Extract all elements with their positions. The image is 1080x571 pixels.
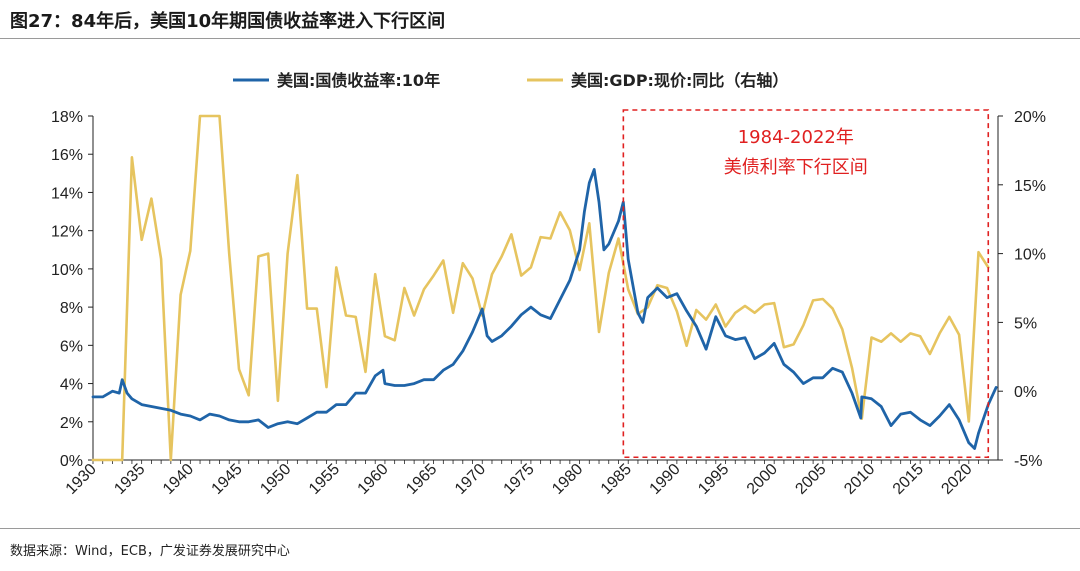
right-tick-label: 0% bbox=[1014, 384, 1037, 401]
right-tick-label: 10% bbox=[1014, 247, 1046, 264]
left-tick-label: 2% bbox=[60, 415, 83, 432]
right-tick-label: 15% bbox=[1014, 178, 1046, 195]
x-tick-label: 2000 bbox=[744, 461, 781, 498]
right-axis-ticks: -5% 0% 5% 10% 15% 20% bbox=[998, 109, 1046, 470]
x-tick-label: 2010 bbox=[841, 461, 878, 498]
x-tick-label: 1950 bbox=[257, 461, 294, 498]
left-axis-ticks: 0% 2% 4% 6% 8% 10% 12% 14% 16% 18% bbox=[51, 109, 93, 470]
x-tick-label: 1970 bbox=[452, 461, 489, 498]
x-tick-label: 1980 bbox=[549, 461, 586, 498]
figure-title: 图27：84年后，美国10年期国债收益率进入下行区间 bbox=[10, 11, 446, 32]
x-tick-label: 1975 bbox=[501, 461, 538, 498]
x-tick-label: 1960 bbox=[355, 461, 392, 498]
left-tick-label: 14% bbox=[51, 185, 83, 202]
left-tick-label: 10% bbox=[51, 262, 83, 279]
x-tick-label: 2005 bbox=[792, 461, 829, 498]
x-tick-label: 1985 bbox=[598, 461, 635, 498]
legend: 美国:国债收益率:10年 美国:GDP:现价:同比（右轴） bbox=[233, 71, 788, 90]
source-note: 数据来源：Wind，ECB，广发证券发展研究中心 bbox=[10, 544, 290, 559]
highlight-box bbox=[622, 109, 990, 459]
bottom-divider bbox=[0, 528, 1080, 529]
left-tick-label: 8% bbox=[60, 300, 83, 317]
annotation-text: 1984-2022年 bbox=[738, 127, 854, 148]
x-tick-label: 2015 bbox=[890, 461, 927, 498]
axes-layer bbox=[92, 116, 999, 461]
top-divider bbox=[0, 38, 1080, 39]
left-tick-label: 6% bbox=[60, 338, 83, 355]
x-tick-label: 1940 bbox=[160, 461, 197, 498]
x-tick-label: 1945 bbox=[209, 461, 246, 498]
legend-label: 美国:GDP:现价:同比（右轴） bbox=[571, 71, 788, 90]
gdp-growth-series-line bbox=[91, 114, 990, 462]
legend-label: 美国:国债收益率:10年 bbox=[277, 71, 440, 90]
x-tick-label: 1935 bbox=[111, 461, 148, 498]
right-tick-label: 5% bbox=[1014, 315, 1037, 332]
left-tick-label: 0% bbox=[60, 453, 83, 470]
left-tick-label: 16% bbox=[51, 147, 83, 164]
left-tick-label: 18% bbox=[51, 109, 83, 126]
x-tick-label: 1990 bbox=[647, 461, 684, 498]
series-layer bbox=[91, 114, 998, 462]
left-tick-label: 4% bbox=[60, 377, 83, 394]
right-tick-label: -5% bbox=[1014, 453, 1042, 470]
chart: 0% 2% 4% 6% 8% 10% 12% 14% 16% 18% -5% 0% 5% 10% 15% 2… bbox=[51, 71, 1046, 498]
left-tick-label: 12% bbox=[51, 224, 83, 241]
treasury-yield-series-line bbox=[91, 168, 998, 450]
right-tick-label: 20% bbox=[1014, 109, 1046, 126]
x-tick-label: 1965 bbox=[403, 461, 440, 498]
x-tick-label: 2020 bbox=[938, 461, 975, 498]
x-tick-label: 1955 bbox=[306, 461, 343, 498]
annotation-text: 美债利率下行区间 bbox=[724, 157, 868, 178]
x-axis-ticks: 1930 1935 1940 1945 1950 1955 1960 1965 1970 1975… bbox=[63, 460, 989, 498]
x-tick-label: 1995 bbox=[695, 461, 732, 498]
title-bar: 图27：84年后，美国10年期国债收益率进入下行区间 bbox=[0, 0, 1080, 36]
